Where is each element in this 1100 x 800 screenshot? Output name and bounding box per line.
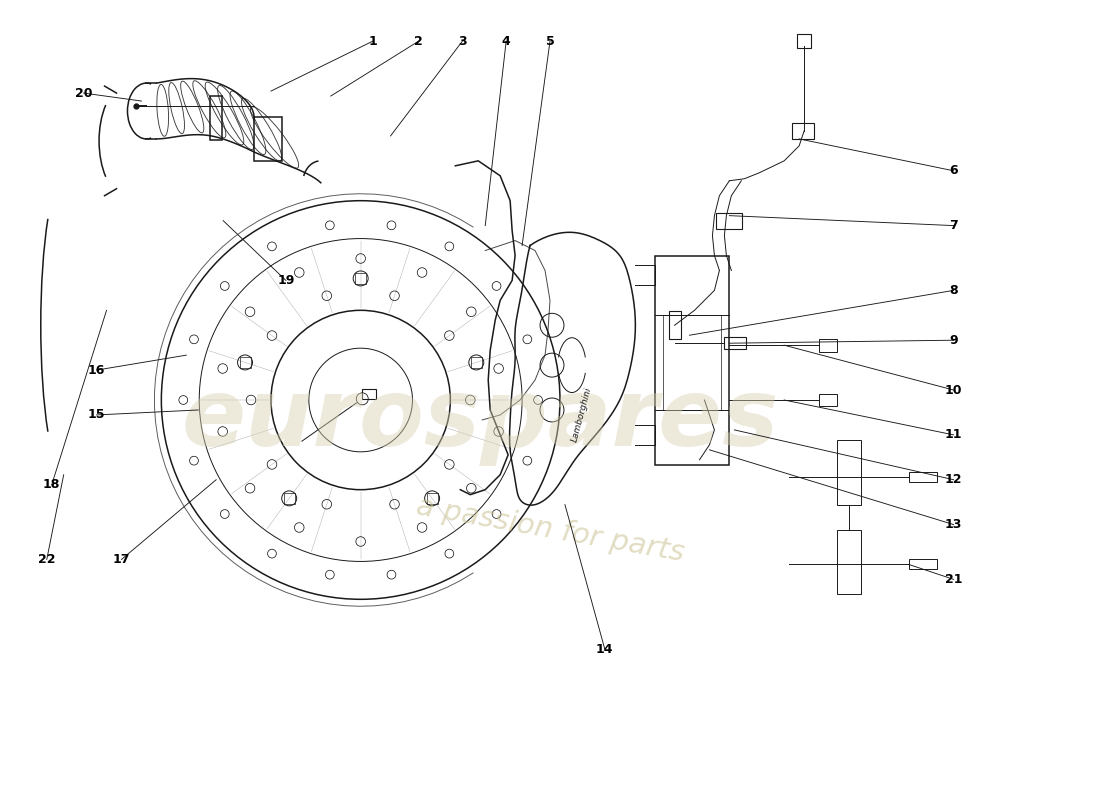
- Text: Lamborghini: Lamborghini: [570, 386, 594, 443]
- Text: 6: 6: [949, 164, 958, 178]
- Text: a passion for parts: a passion for parts: [414, 492, 686, 567]
- Text: 17: 17: [112, 553, 130, 566]
- Text: 8: 8: [949, 284, 958, 297]
- Text: 5: 5: [546, 34, 554, 48]
- Text: 1: 1: [368, 34, 377, 48]
- Text: 11: 11: [945, 428, 962, 442]
- Text: 10: 10: [945, 383, 962, 397]
- Text: 22: 22: [39, 553, 55, 566]
- Text: 18: 18: [43, 478, 60, 491]
- Text: 13: 13: [945, 518, 962, 531]
- Text: 15: 15: [88, 409, 106, 422]
- Text: 12: 12: [945, 474, 962, 486]
- Text: 16: 16: [88, 364, 106, 377]
- Text: 19: 19: [277, 274, 295, 287]
- Text: 2: 2: [414, 34, 422, 48]
- Text: 21: 21: [945, 573, 962, 586]
- Text: 4: 4: [502, 34, 510, 48]
- Text: 7: 7: [949, 219, 958, 232]
- Text: 3: 3: [458, 34, 466, 48]
- Text: 14: 14: [596, 642, 614, 656]
- Text: 9: 9: [949, 334, 958, 346]
- Text: eurospares: eurospares: [182, 374, 779, 466]
- Text: 20: 20: [75, 86, 92, 99]
